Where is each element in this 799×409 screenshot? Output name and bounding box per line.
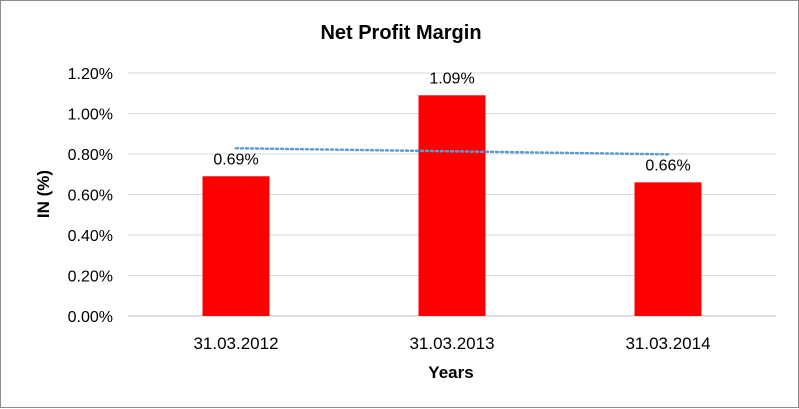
y-axis-title: IN (%) [34,170,53,218]
bar [418,95,486,317]
trendline [234,147,670,156]
y-tick-label: 1.00% [68,107,113,124]
y-axis-ticks: 0.00% 0.20% 0.40% 0.60% 0.80% 1.00% 1.20% [68,66,113,326]
bar [634,182,702,316]
y-tick-label: 0.60% [68,188,113,205]
bars [202,95,702,317]
y-tick-label: 0.40% [68,228,113,245]
y-tick-label: 0.00% [68,309,113,326]
bar [202,176,270,316]
chart-title: Net Profit Margin [320,22,481,44]
data-labels: 0.69% 1.09% 0.66% [213,70,690,174]
x-axis-categories: 31.03.2012 31.03.2013 31.03.2014 [193,334,710,353]
trendline-line [234,147,670,156]
y-tick-label: 0.80% [68,147,113,164]
x-category-label: 31.03.2014 [625,334,710,353]
y-tick-label: 0.20% [68,269,113,286]
data-label: 0.69% [213,151,258,168]
x-category-label: 31.03.2013 [409,334,494,353]
y-tick-label: 1.20% [68,66,113,83]
x-axis-title: Years [428,363,473,382]
data-label: 1.09% [429,70,474,87]
x-category-label: 31.03.2012 [193,334,278,353]
data-label: 0.66% [645,157,690,174]
